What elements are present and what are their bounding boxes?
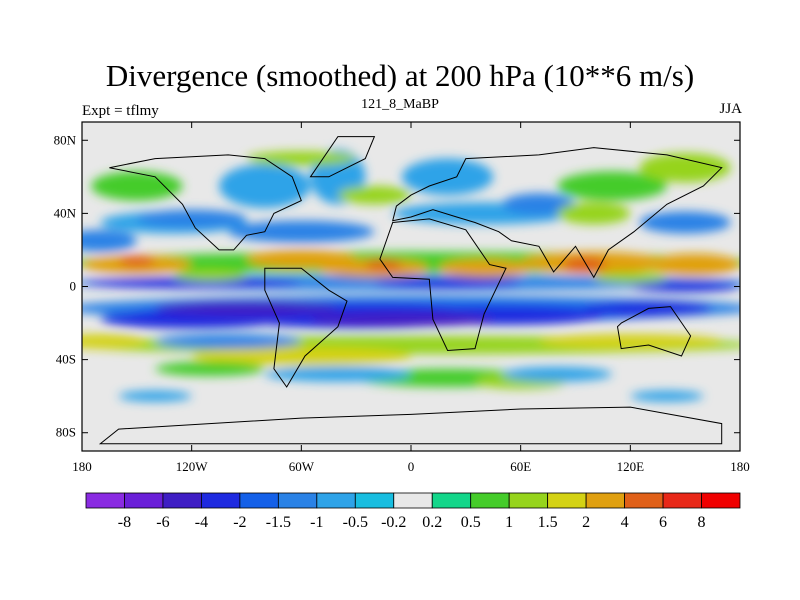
x-tick-label: 180: [730, 459, 750, 474]
colorbar-label: -0.5: [343, 514, 368, 531]
colorbar-swatch: [162, 492, 202, 509]
field-region: [118, 390, 192, 402]
continent-outline: [309, 136, 376, 178]
field-region: [562, 257, 607, 272]
field-region: [593, 271, 667, 283]
field-region: [155, 301, 338, 316]
field-region: [82, 334, 146, 349]
field-region: [82, 277, 302, 289]
colorbar-swatch: [354, 492, 395, 509]
continent-outline: [264, 267, 348, 388]
colorbar-swatch: [470, 492, 510, 509]
colorbar-swatch: [585, 492, 625, 509]
x-tick-label: 120E: [617, 459, 645, 474]
season-label: JJA: [719, 101, 742, 117]
field-region: [337, 185, 412, 205]
colorbar-label: -1.5: [266, 514, 291, 531]
y-tick-label: 40S: [56, 352, 76, 367]
colorbar-label: 6: [659, 514, 667, 531]
colorbar-swatch: [201, 492, 241, 509]
y-tick-label: 0: [70, 279, 77, 294]
field-region: [136, 209, 247, 229]
field-region: [91, 171, 183, 201]
colorbar-label: 0.2: [422, 514, 442, 531]
x-tick-label: 60W: [289, 459, 315, 474]
divergence-field: [82, 149, 740, 402]
colorbar-swatch: [316, 492, 356, 509]
field-region: [219, 164, 311, 208]
colorbar-swatch: [393, 492, 433, 509]
field-region: [502, 193, 576, 216]
colorbar-label: 1.5: [538, 514, 558, 531]
colorbar-label: -8: [118, 514, 131, 531]
experiment-label: Expt = tflmy: [82, 103, 159, 119]
y-axis: 80N 40N 0 40S 80S: [54, 132, 740, 440]
colorbar: -8 -6 -4 -2 -1.5 -1 -0.5 -0.2 0.2 0.5 1 1.5 2 4 6 8: [85, 492, 741, 531]
colorbar-swatch: [277, 492, 318, 509]
colorbar-swatch: [508, 492, 549, 509]
y-tick-label: 40N: [54, 205, 77, 220]
continent-outlines: [98, 136, 723, 445]
field-region: [228, 220, 375, 243]
colorbar-swatch: [624, 492, 664, 509]
continent-outline: [379, 218, 507, 352]
colorbar-swatch: [85, 492, 125, 509]
colorbar-label: 2: [582, 514, 590, 531]
field-region: [401, 158, 494, 196]
field-region: [630, 281, 740, 292]
field-region: [639, 153, 731, 183]
colorbar-swatch: [547, 492, 587, 509]
field-region: [246, 151, 357, 166]
x-tick-label: 180: [72, 459, 92, 474]
colorbar-label: -4: [195, 514, 208, 531]
y-tick-label: 80N: [54, 132, 77, 147]
colorbar-label: 1: [505, 514, 513, 531]
field-region: [155, 334, 302, 349]
y-tick-label: 80S: [56, 425, 76, 440]
field-region: [310, 312, 494, 327]
colorbar-label: 0.5: [461, 514, 481, 531]
x-tick-label: 120W: [176, 459, 209, 474]
continent-outline: [392, 147, 723, 279]
colorbar-label: 4: [621, 514, 629, 531]
x-axis: 180 120W 60W 0 60E 120E 180: [72, 122, 750, 474]
field-region: [538, 334, 722, 349]
colorbar-label: -0.2: [381, 514, 406, 531]
field-region: [155, 361, 265, 377]
colorbar-label: -6: [156, 514, 169, 531]
field-region: [438, 259, 530, 278]
continent-outline: [109, 154, 302, 251]
field-region: [648, 253, 740, 276]
colorbar-swatch: [239, 492, 279, 509]
field-region: [557, 202, 631, 225]
colorbar-swatch: [124, 492, 164, 509]
colorbar-swatch: [431, 492, 472, 509]
colorbar-swatch: [662, 492, 702, 509]
field-region: [264, 366, 411, 382]
field-region: [502, 366, 613, 382]
chart-title: Divergence (smoothed) at 200 hPa (10**6 …: [105, 58, 695, 93]
field-region: [191, 346, 411, 366]
colorbar-swatch: [701, 492, 741, 509]
x-tick-label: 0: [408, 459, 415, 474]
field-region: [82, 229, 137, 252]
field-region: [630, 390, 704, 402]
colorbar-label: -2: [233, 514, 246, 531]
field-region: [173, 270, 247, 282]
field-region: [557, 171, 667, 201]
continent-outline: [616, 306, 692, 357]
field-region: [639, 211, 731, 234]
colorbar-label: 8: [698, 514, 706, 531]
continent-outline: [98, 406, 723, 445]
case-label: 121_8_MaBP: [361, 97, 439, 112]
field-region: [374, 277, 521, 289]
x-tick-label: 60E: [510, 459, 531, 474]
colorbar-label: -1: [310, 514, 323, 531]
field-region: [118, 255, 156, 267]
field-layer: [82, 122, 740, 451]
